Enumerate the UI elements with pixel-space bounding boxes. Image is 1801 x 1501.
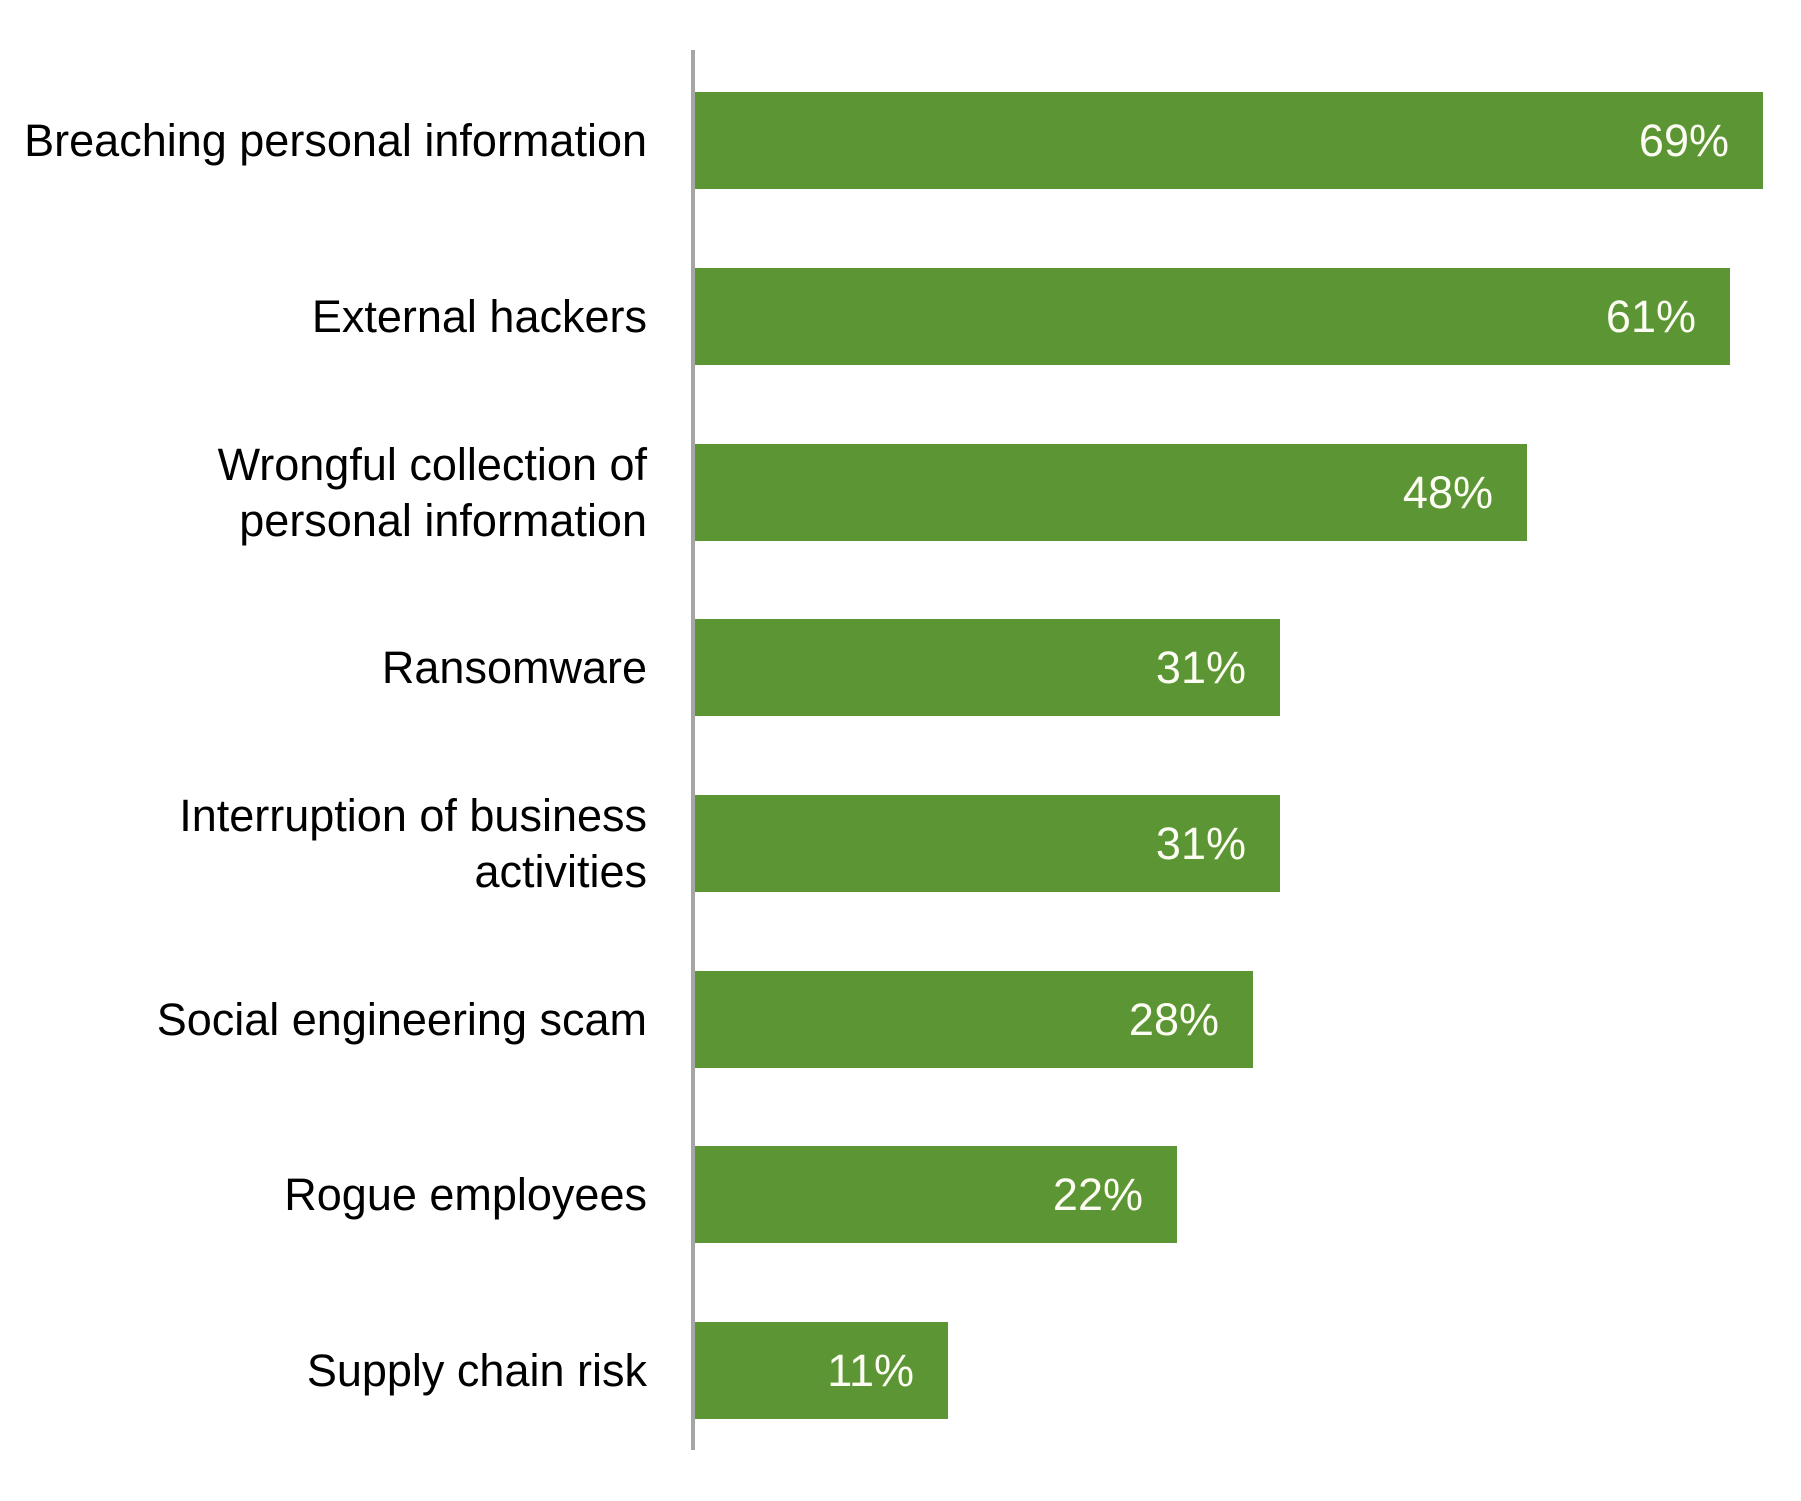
bar-supply-chain-risk: 11% [695, 1322, 948, 1419]
value-label: 61% [1605, 290, 1696, 342]
chart-row: Wrongful collection of personal informat… [0, 438, 1801, 546]
chart-row: Supply chain risk 11% [0, 1322, 1801, 1419]
category-label-social-engineering-scam: Social engineering scam [156, 993, 647, 1045]
chart-row: Social engineering scam 28% [0, 971, 1801, 1068]
chart-row: Rogue employees 22% [0, 1146, 1801, 1243]
category-label-ransomware: Ransomware [381, 641, 647, 693]
category-label-wrongful-collection: Wrongful collection of personal informat… [217, 438, 647, 546]
bar-ransomware: 31% [695, 619, 1280, 716]
value-label: 31% [1155, 817, 1246, 869]
bar-interruption-of-business-activities: 31% [695, 795, 1280, 892]
chart-row: Breaching personal information 69% [0, 92, 1801, 189]
bar-wrongful-collection: 48% [695, 444, 1527, 541]
value-label: 11% [827, 1344, 914, 1396]
category-label-rogue-employees: Rogue employees [284, 1168, 647, 1220]
value-label: 31% [1155, 641, 1246, 693]
category-label-interruption-of-business-activities: Interruption of business activities [179, 789, 647, 897]
category-label-breaching-personal-information: Breaching personal information [24, 114, 647, 166]
bar-rogue-employees: 22% [695, 1146, 1177, 1243]
bar-breaching-personal-information: 69% [695, 92, 1763, 189]
bar-external-hackers: 61% [695, 268, 1730, 365]
category-label-supply-chain-risk: Supply chain risk [306, 1344, 647, 1396]
chart-row: Ransomware 31% [0, 619, 1801, 716]
value-label: 28% [1128, 993, 1219, 1045]
value-label: 48% [1402, 466, 1493, 518]
chart-row: Interruption of business activities 31% [0, 789, 1801, 897]
bar-social-engineering-scam: 28% [695, 971, 1253, 1068]
chart-row: External hackers 61% [0, 268, 1801, 365]
value-label: 22% [1052, 1168, 1143, 1220]
y-axis-line [691, 50, 695, 1450]
category-label-external-hackers: External hackers [311, 290, 647, 342]
value-label: 69% [1638, 114, 1729, 166]
